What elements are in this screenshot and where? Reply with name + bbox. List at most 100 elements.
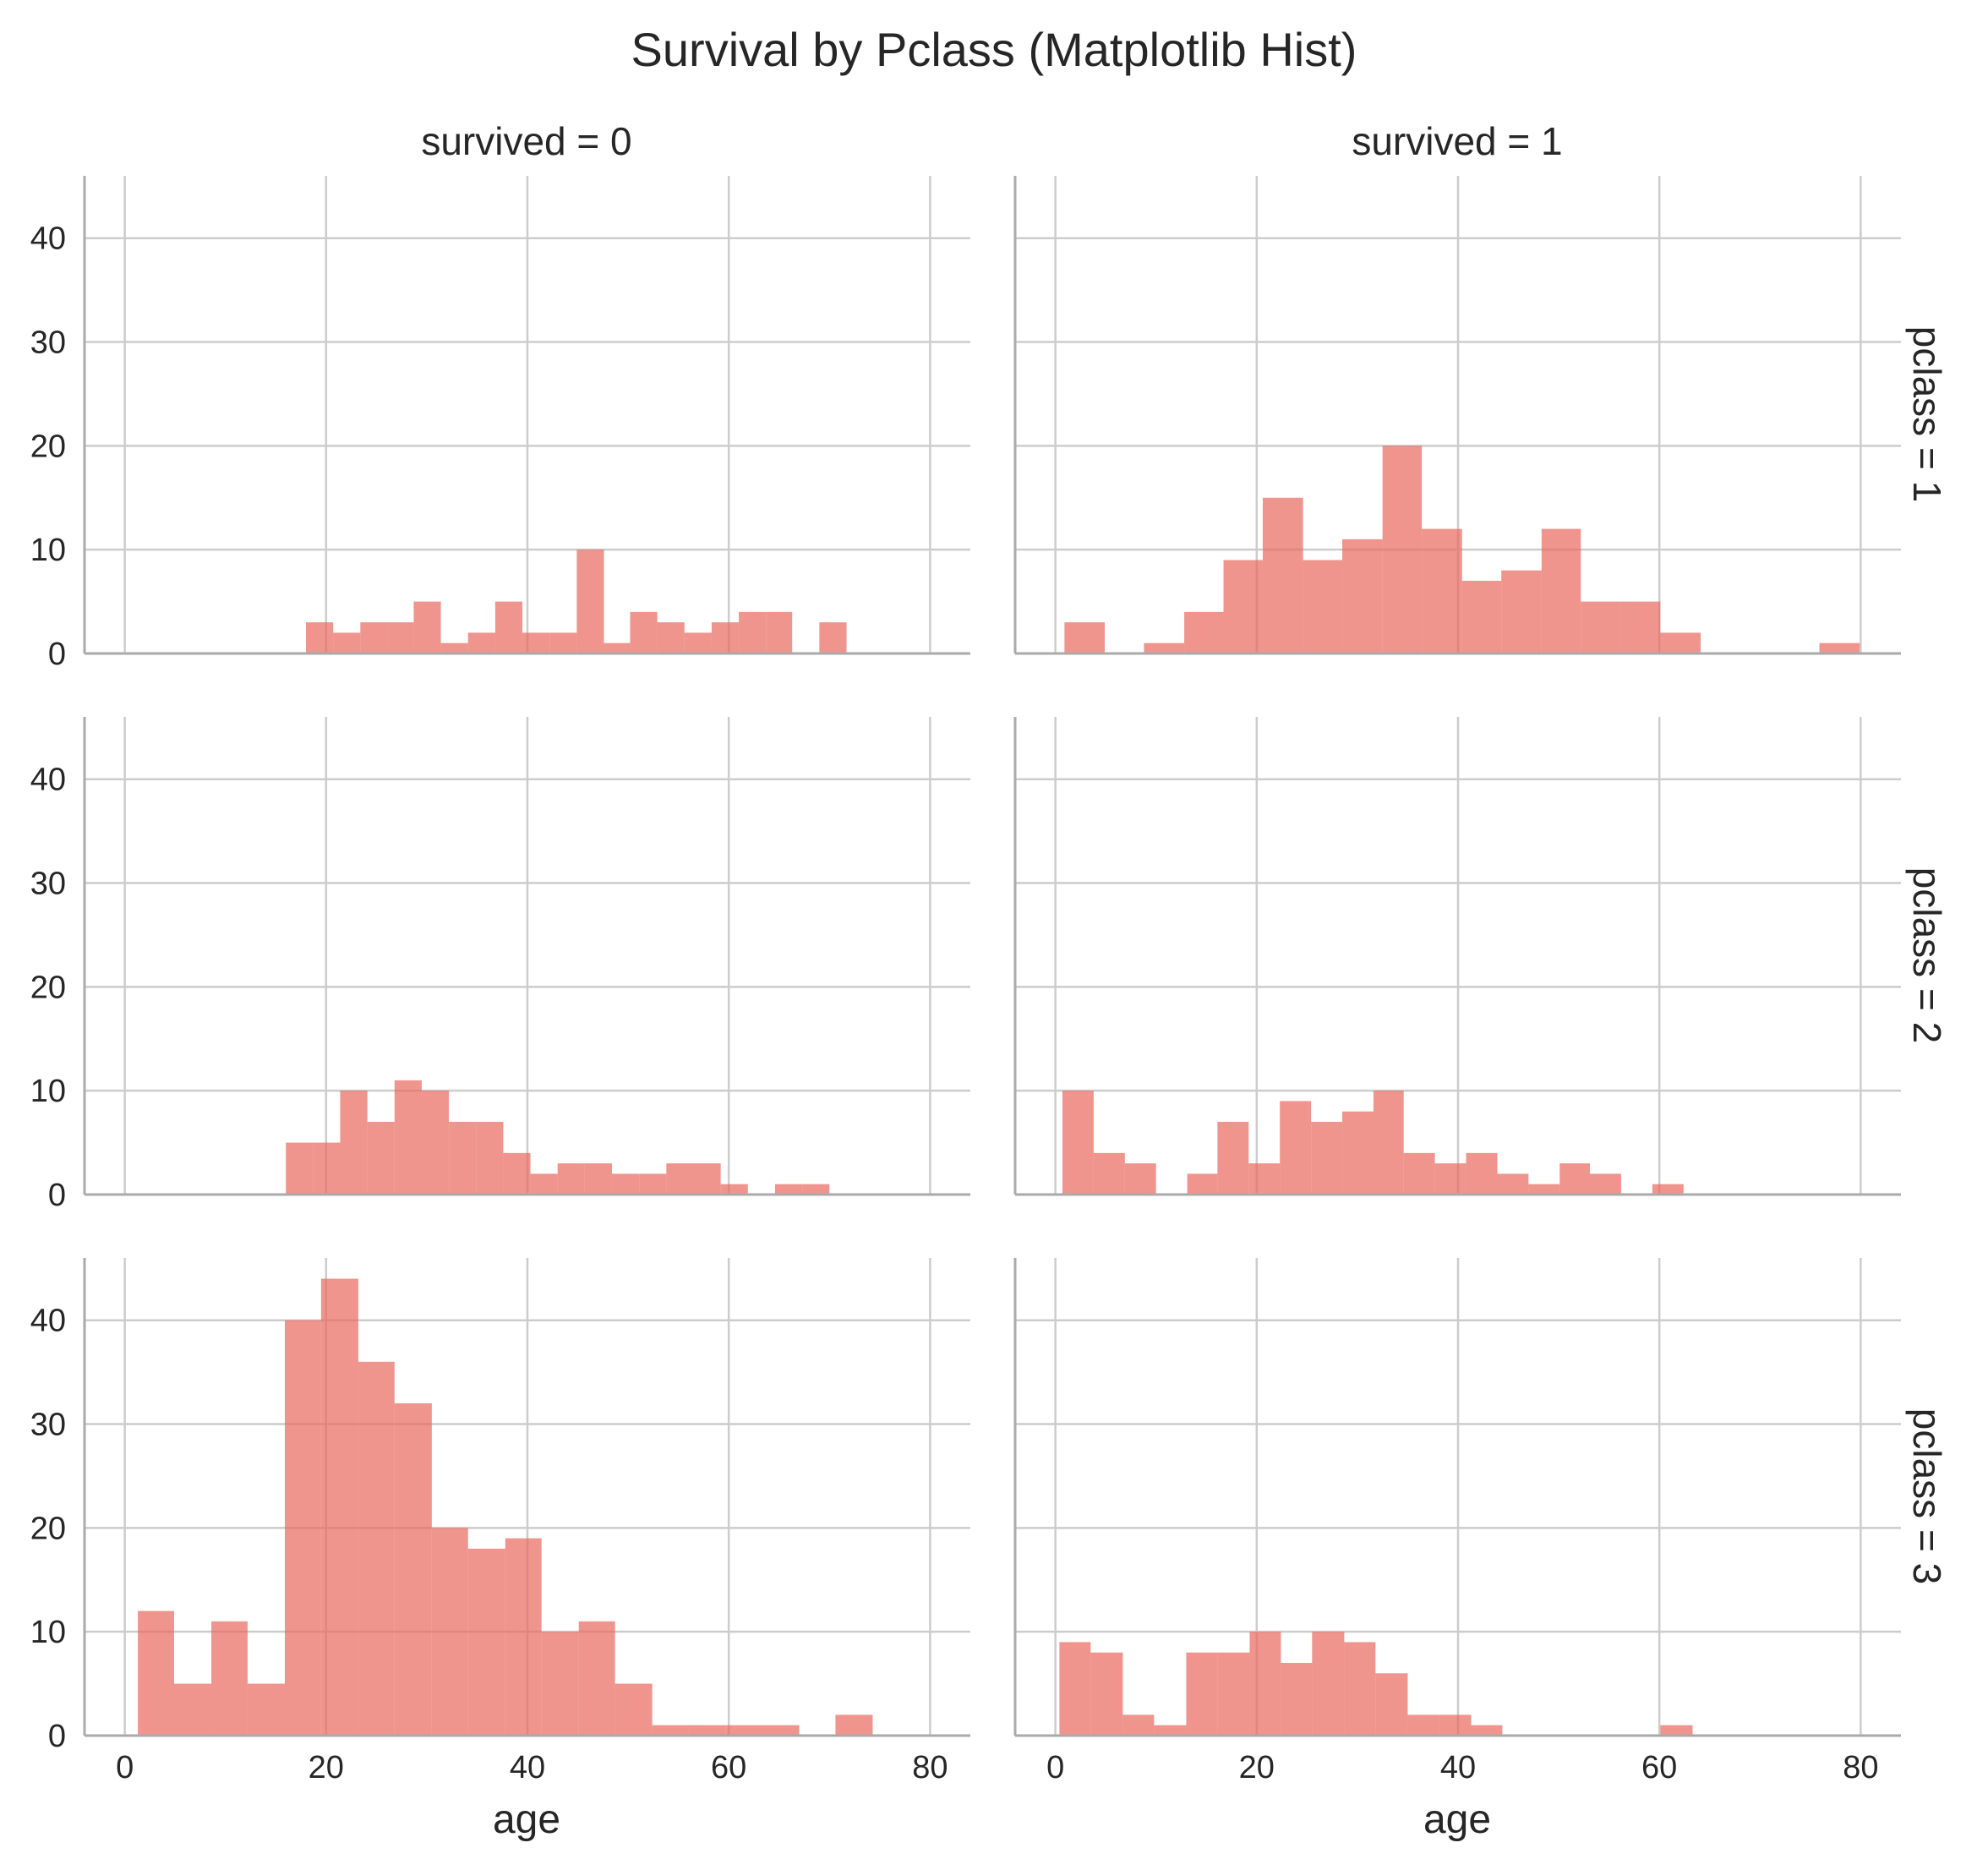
histogram-bar (1819, 642, 1860, 653)
histogram-bar (530, 1173, 558, 1195)
histogram-bar (666, 1163, 694, 1195)
histogram-bar (711, 622, 740, 653)
histogram-bar (688, 1725, 726, 1736)
histogram-bar (306, 622, 334, 653)
histogram-bar (358, 1361, 395, 1736)
histogram-bar (1434, 1163, 1466, 1195)
histogram-bar (1620, 601, 1661, 653)
histogram-bar (604, 642, 631, 653)
panel-r3-c2: 0 20 40 60 80 (1013, 1258, 1901, 1785)
histogram-bar (138, 1610, 174, 1736)
histogram-bar (1280, 1101, 1312, 1195)
y-tick-label: 30 (30, 325, 66, 361)
y-tick-label: 20 (30, 970, 66, 1005)
y-tick-label: 30 (30, 1408, 66, 1443)
histogram-bar (1528, 1184, 1560, 1195)
histogram-bar (1303, 560, 1343, 653)
histogram-bar (1090, 1652, 1123, 1736)
histogram-bar (1581, 601, 1621, 653)
histogram-bar (614, 1683, 653, 1736)
histogram-bar (1217, 1652, 1250, 1736)
histogram-bar (522, 632, 550, 653)
histogram-bar (394, 1402, 432, 1736)
histogram-bar (657, 622, 685, 653)
row-label-pclass-1: pclass = 1 (1905, 326, 1949, 502)
histogram-bar (1501, 570, 1542, 653)
histogram-bar (449, 1122, 477, 1195)
histogram-bar (367, 1122, 395, 1195)
histogram-bar (1559, 1163, 1591, 1195)
histogram-bar (1422, 528, 1462, 653)
histogram-bar (774, 1184, 803, 1195)
histogram-bar (1124, 1163, 1156, 1195)
histogram-bar (584, 1163, 613, 1195)
histogram-bar (630, 611, 658, 653)
histogram-bar (1375, 1673, 1408, 1736)
histogram-bar (766, 611, 793, 653)
histogram-bar (476, 1122, 504, 1195)
histogram-bar (576, 550, 604, 653)
histogram-bar (1187, 1173, 1218, 1195)
histogram-bar (1281, 1663, 1313, 1736)
histogram-bar (1403, 1152, 1435, 1195)
histogram-bar (1311, 1122, 1343, 1195)
histogram-bar (394, 1080, 422, 1195)
histogram-bar (1217, 1122, 1249, 1195)
histogram-bar (1660, 1725, 1693, 1736)
x-tick-label: 60 (1641, 1750, 1677, 1785)
histogram-bar (762, 1725, 800, 1736)
histogram-bar (1590, 1173, 1621, 1195)
histogram-bar (340, 1091, 368, 1195)
histogram-bar (286, 1142, 314, 1195)
histogram-bar (503, 1152, 531, 1195)
histogram-bar (819, 622, 847, 653)
histogram-bar (320, 1278, 358, 1736)
y-tick-label: 10 (30, 1615, 66, 1650)
histogram-bar (1541, 528, 1581, 653)
x-tick-label: 60 (711, 1750, 746, 1785)
panel-r1-c2 (1013, 176, 1901, 655)
histogram-bar (725, 1725, 762, 1736)
histogram-bar (431, 1528, 468, 1736)
row-label-pclass-3: pclass = 3 (1905, 1408, 1949, 1584)
y-tick-label: 40 (30, 763, 66, 798)
histogram-bar (1466, 1152, 1498, 1195)
histogram-bar (652, 1725, 689, 1736)
panel-r2-c2 (1013, 717, 1901, 1196)
y-tick-label: 0 (48, 1178, 66, 1213)
histogram-bar (1184, 611, 1224, 653)
histogram-bar (1062, 1091, 1094, 1195)
histogram-bar (1382, 446, 1423, 653)
y-tick-label: 20 (30, 1511, 66, 1546)
x-tick-label: 80 (912, 1750, 948, 1785)
histogram-bar (1186, 1652, 1218, 1736)
y-tick-label: 20 (30, 429, 66, 464)
histogram-bar (739, 611, 767, 653)
y-tick-label: 10 (30, 1074, 66, 1109)
histogram-bar (173, 1683, 212, 1736)
histogram-bar (1407, 1714, 1439, 1736)
histogram-bar (1059, 1642, 1091, 1736)
histogram-bar (360, 622, 388, 653)
histogram-bar (1064, 622, 1105, 653)
histogram-bar (1093, 1152, 1125, 1195)
histogram-bar (440, 642, 468, 653)
histogram-bar (1373, 1091, 1404, 1195)
histogram-bar (639, 1173, 667, 1195)
histogram-bar (313, 1142, 341, 1195)
x-tick-label: 40 (510, 1750, 545, 1785)
histogram-bar (693, 1163, 721, 1195)
histogram-bar (1342, 1111, 1374, 1195)
histogram-bar (467, 1548, 505, 1736)
x-tick-label: 0 (1046, 1750, 1064, 1785)
y-tick-label: 10 (30, 533, 66, 568)
histogram-bar (578, 1621, 615, 1736)
row-label-pclass-2: pclass = 2 (1905, 867, 1949, 1043)
panels-group: 0 10 20 30 40 0 10 20 30 40 0 10 20 30 40 0 20 40 60 80 0 20 4… (30, 176, 1901, 1785)
histogram-bar (211, 1621, 248, 1736)
x-tick-label: 0 (116, 1750, 134, 1785)
y-tick-label: 30 (30, 867, 66, 902)
x-tick-label: 40 (1440, 1750, 1476, 1785)
histogram-bar (1342, 539, 1383, 653)
